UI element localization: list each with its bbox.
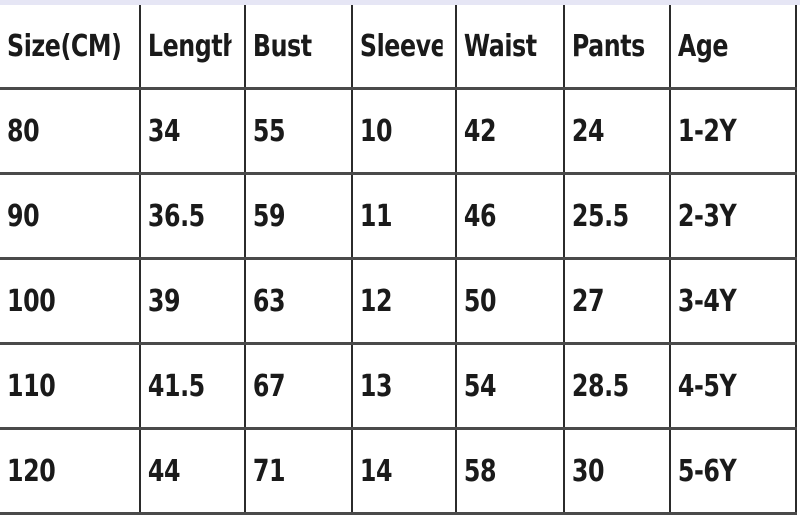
table-header-row: Size(CM) Length Bust Sleeve Waist Pants … [0, 5, 796, 90]
column-header-age: Age [670, 5, 782, 90]
cell-waist: 42 [456, 88, 552, 175]
table-row: 120 44 71 14 58 30 5-6Y [0, 428, 796, 515]
cell-bust: 55 [245, 88, 341, 175]
column-header-pants: Pants [564, 5, 659, 90]
cell-waist: 46 [456, 173, 552, 260]
table-row: 110 41.5 67 13 54 28.5 4-5Y [0, 343, 796, 430]
cell-bust: 67 [245, 343, 341, 430]
column-header-bust: Bust [245, 5, 341, 90]
cell-age: 5-6Y [670, 428, 782, 515]
cell-size: 80 [0, 88, 125, 175]
cell-age: 1-2Y [670, 88, 782, 175]
cell-bust: 59 [245, 173, 341, 260]
cell-pants: 30 [564, 428, 659, 515]
table-row: 80 34 55 10 42 24 1-2Y [0, 88, 796, 175]
cell-length: 36.5 [140, 173, 234, 260]
cell-bust: 71 [245, 428, 341, 515]
cell-length: 41.5 [140, 343, 234, 430]
table-body: 80 34 55 10 42 24 1-2Y 90 36.5 59 11 46 … [0, 88, 796, 515]
table-row: 100 39 63 12 50 27 3-4Y [0, 258, 796, 345]
top-band [0, 0, 800, 5]
column-header-waist: Waist [456, 5, 552, 90]
size-chart-table: Size(CM) Length Bust Sleeve Waist Pants … [0, 5, 797, 515]
cell-size: 120 [0, 428, 125, 515]
cell-size: 110 [0, 343, 125, 430]
column-header-sleeve: Sleeve [352, 5, 445, 90]
cell-sleeve: 11 [352, 173, 445, 260]
column-header-size: Size(CM) [0, 5, 125, 90]
cell-length: 39 [140, 258, 234, 345]
cell-pants: 25.5 [564, 173, 659, 260]
cell-age: 4-5Y [670, 343, 782, 430]
cell-bust: 63 [245, 258, 341, 345]
cell-length: 44 [140, 428, 234, 515]
column-header-length: Length [140, 5, 234, 90]
cell-pants: 28.5 [564, 343, 659, 430]
cell-sleeve: 14 [352, 428, 445, 515]
cell-age: 2-3Y [670, 173, 782, 260]
cell-waist: 54 [456, 343, 552, 430]
cell-age: 3-4Y [670, 258, 782, 345]
cell-length: 34 [140, 88, 234, 175]
table-row: 90 36.5 59 11 46 25.5 2-3Y [0, 173, 796, 260]
cell-sleeve: 13 [352, 343, 445, 430]
cell-waist: 50 [456, 258, 552, 345]
cell-pants: 27 [564, 258, 659, 345]
cell-sleeve: 12 [352, 258, 445, 345]
cell-waist: 58 [456, 428, 552, 515]
cell-pants: 24 [564, 88, 659, 175]
cell-size: 100 [0, 258, 125, 345]
table-header: Size(CM) Length Bust Sleeve Waist Pants … [0, 5, 796, 90]
cell-size: 90 [0, 173, 125, 260]
cell-sleeve: 10 [352, 88, 445, 175]
